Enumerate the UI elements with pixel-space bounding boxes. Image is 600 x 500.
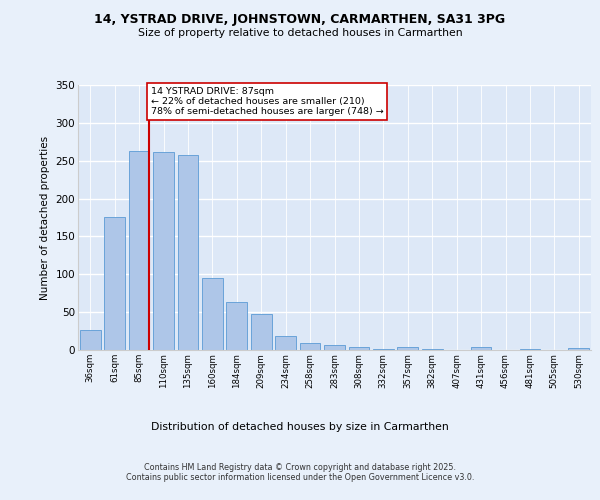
Text: 14, YSTRAD DRIVE, JOHNSTOWN, CARMARTHEN, SA31 3PG: 14, YSTRAD DRIVE, JOHNSTOWN, CARMARTHEN,… (94, 12, 506, 26)
Bar (202, 278, 223, 350)
Bar (324, 344, 345, 350)
Text: Size of property relative to detached houses in Carmarthen: Size of property relative to detached ho… (137, 28, 463, 38)
Bar (104, 216, 125, 350)
Bar (178, 156, 199, 350)
Bar (520, 349, 541, 350)
Bar (568, 348, 589, 350)
Text: Contains HM Land Registry data © Crown copyright and database right 2025.
Contai: Contains HM Land Registry data © Crown c… (126, 462, 474, 482)
Bar (422, 349, 443, 350)
Y-axis label: Number of detached properties: Number of detached properties (40, 136, 50, 300)
Text: Distribution of detached houses by size in Carmarthen: Distribution of detached houses by size … (151, 422, 449, 432)
Bar (226, 302, 247, 350)
Bar (275, 336, 296, 350)
Text: 14 YSTRAD DRIVE: 87sqm
← 22% of detached houses are smaller (210)
78% of semi-de: 14 YSTRAD DRIVE: 87sqm ← 22% of detached… (151, 86, 383, 117)
Bar (470, 347, 491, 350)
Bar (80, 330, 101, 350)
Bar (349, 347, 370, 350)
Bar (397, 347, 418, 350)
Bar (153, 152, 174, 350)
Bar (373, 349, 394, 350)
Bar (128, 151, 149, 350)
Bar (251, 314, 272, 350)
Bar (299, 343, 320, 350)
